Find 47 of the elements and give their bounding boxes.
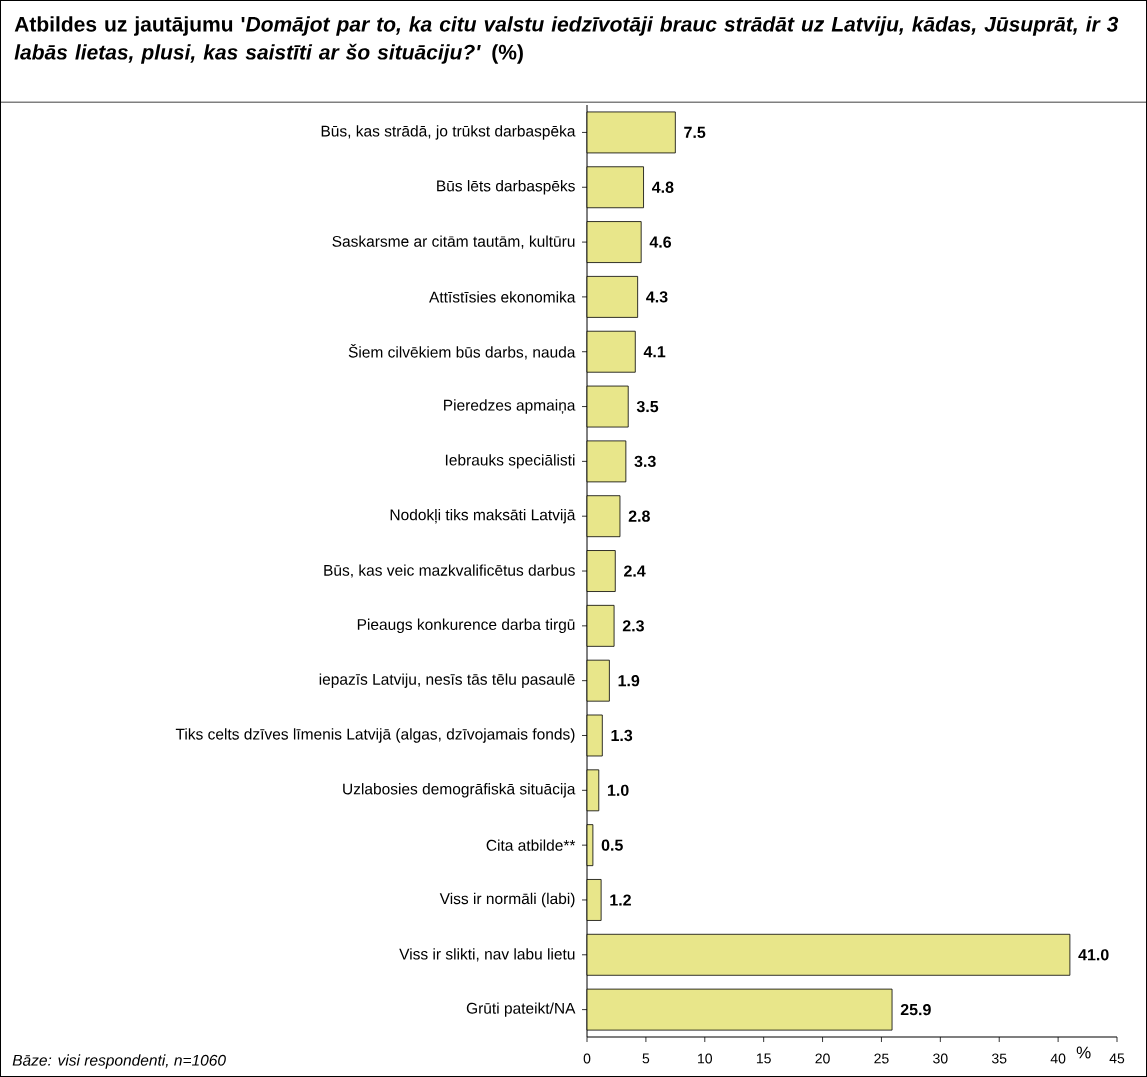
x-tick-label: 5: [642, 1053, 650, 1064]
data-label: 25.9: [900, 1003, 931, 1016]
data-label: 7.5: [684, 126, 706, 139]
data-label: 4.6: [649, 236, 672, 248]
y-tick-label: Šiem cilvēkiem būs darbs, nauda: [348, 343, 576, 360]
y-tick-label: iepazīs Latviju, nesīs tās tēlu pasaulē: [319, 673, 575, 688]
data-label: 1.9: [618, 675, 640, 687]
data-label: 2.3: [622, 620, 644, 632]
data-label: 2.8: [628, 510, 650, 522]
x-tick-label: 40: [1050, 1053, 1066, 1064]
x-tick-label: 45: [1109, 1053, 1125, 1064]
x-tick-label: 0: [583, 1053, 591, 1064]
x-tick-label: 30: [933, 1053, 948, 1064]
x-tick-label: 25: [874, 1053, 889, 1064]
y-tick-label: Cita atbilde**: [486, 839, 576, 851]
y-tick-label: Viss ir normāli (labi): [439, 892, 575, 908]
y-tick-label: Grūti pateikt/NA: [466, 1002, 576, 1017]
x-tick-label: 15: [756, 1053, 771, 1064]
data-label: 4.8: [651, 181, 674, 193]
y-tick-label: Būs, kas veic mazkvalificētus darbus: [324, 564, 575, 578]
data-label: 4.1: [643, 346, 666, 358]
data-label: 1.3: [611, 729, 633, 742]
y-tick-label: Būs, kas strādā, jo trūkst darbaspēka: [321, 125, 576, 140]
y-tick-label: Attīstīsies ekonomika: [429, 291, 576, 303]
data-label: 4.3: [646, 291, 668, 303]
y-tick-label: Būs lēts darbaspēks: [437, 180, 575, 195]
data-label: 1.2: [610, 894, 631, 906]
x-axis-title: %: [1076, 1046, 1091, 1059]
x-tick-label: 10: [698, 1053, 713, 1064]
y-tick-label: Tiks celts dzīves līmenis Latvijā (algas, dzīvojamais fonds): [175, 728, 575, 743]
data-label: 2.4: [624, 565, 646, 577]
y-tick-label: Nodokļi tiks maksāti Latvijā: [390, 508, 576, 524]
y-tick-label: Iebrauks speciālisti: [445, 454, 575, 469]
y-tick-label: Uzlabosies demogrāfiskā situācija: [343, 783, 576, 798]
y-tick-label: Pieredzes apmaiņa: [444, 399, 576, 414]
y-tick-label: Pieaugs konkurence darba tirgū: [357, 618, 575, 634]
x-tick-label: 20: [815, 1053, 830, 1064]
y-tick-label: Viss ir slikti, nav labu lietu: [399, 948, 575, 962]
data-label: 3.3: [634, 455, 656, 468]
data-label: 1.0: [607, 784, 629, 796]
data-label: 0.5: [601, 839, 623, 851]
x-tick-label: 35: [991, 1053, 1007, 1064]
text: Bāze: visi respondenti, n=1060: [12, 1054, 226, 1069]
data-label: 3.5: [636, 400, 659, 413]
data-label: 41.0: [1078, 949, 1109, 961]
chart-title: Atbildes uz jautājumu 'Domājot par to, ka citu valstu iedzīvotāji brauc strādāt uz Latviju, kādas, Jūsuprāt, ir 3 labās lietas, plusi, kas saistīti ar šo situāciju?' (%): [14, 16, 1119, 64]
y-tick-label: Saskarsme ar citām tautām, kultūru: [332, 235, 575, 249]
